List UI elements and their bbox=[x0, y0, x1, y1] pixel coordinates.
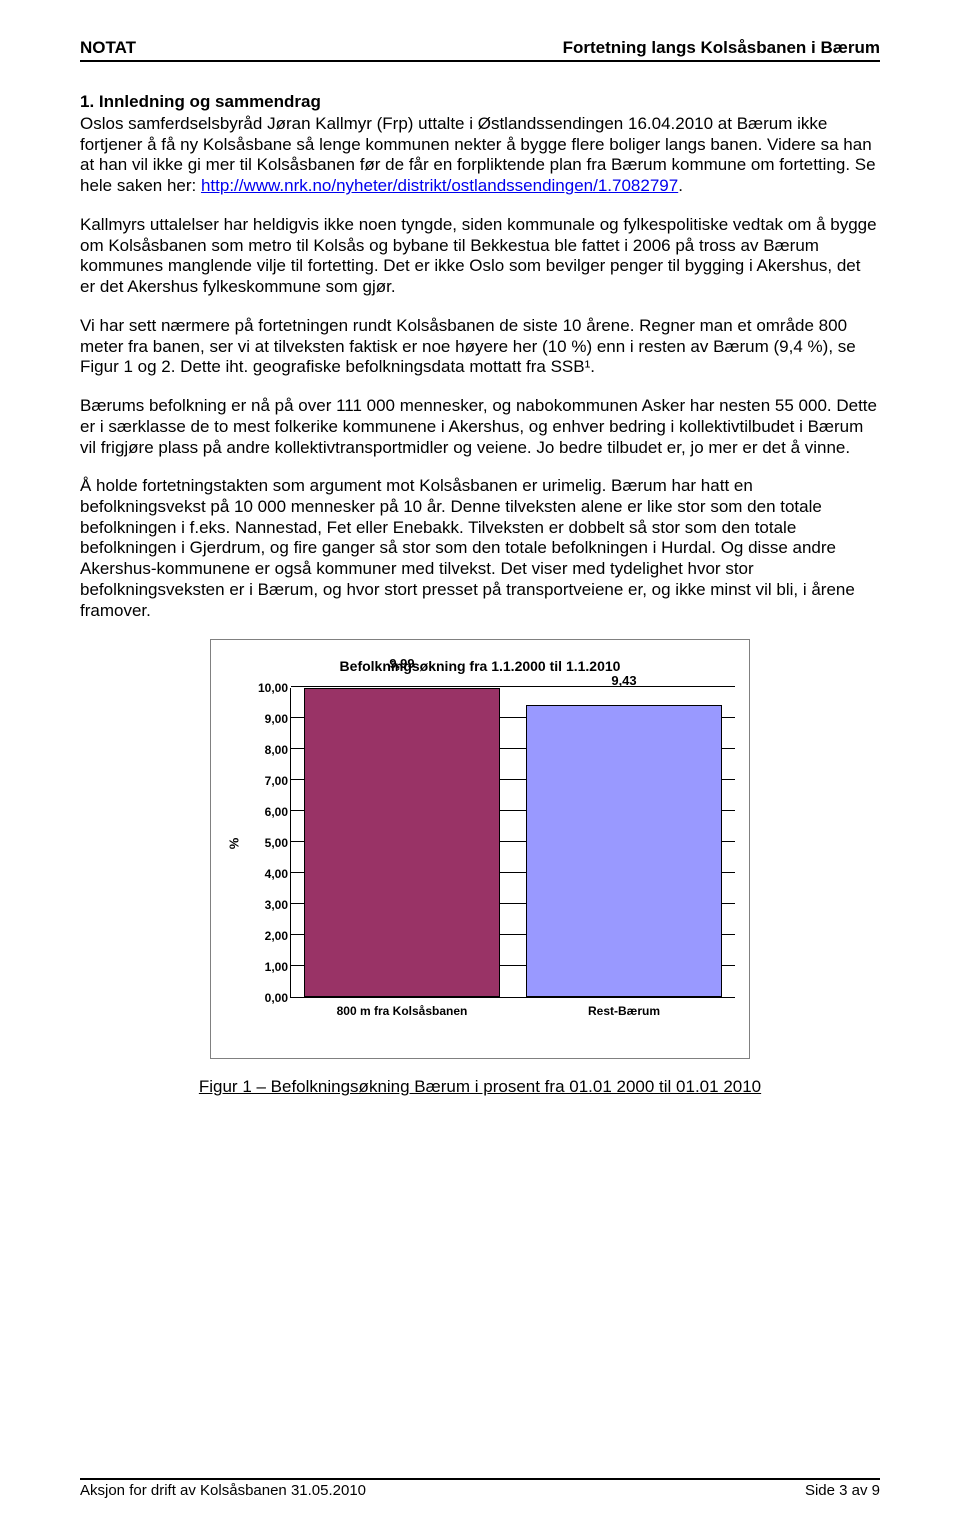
chart-x-axis: 800 m fra KolsåsbanenRest-Bærum bbox=[291, 1004, 735, 1018]
chart-frame: Befolkningsøkning fra 1.1.2000 til 1.1.2… bbox=[210, 639, 750, 1059]
chart-body: % 0,001,002,003,004,005,006,007,008,009,… bbox=[225, 688, 735, 998]
section-title: 1. Innledning og sammendrag bbox=[80, 92, 880, 112]
chart-y-axis-label-text: % bbox=[227, 838, 242, 850]
chart-title: Befolkningsøkning fra 1.1.2000 til 1.1.2… bbox=[225, 658, 735, 674]
chart-bar bbox=[304, 688, 499, 998]
chart-y-tick-label: 3,00 bbox=[265, 898, 288, 912]
chart-plot-area: 9,999,43 bbox=[291, 688, 735, 998]
chart-y-tick-label: 9,00 bbox=[265, 712, 288, 726]
chart-bar-value-label: 9,99 bbox=[389, 656, 414, 671]
source-link[interactable]: http://www.nrk.no/nyheter/distrikt/ostla… bbox=[201, 176, 678, 195]
chart-y-tick-label: 5,00 bbox=[265, 836, 288, 850]
chart-y-tick-label: 4,00 bbox=[265, 867, 288, 881]
header-left: NOTAT bbox=[80, 38, 136, 58]
chart-y-tick-label: 1,00 bbox=[265, 960, 288, 974]
chart-y-axis-label: % bbox=[225, 688, 243, 998]
chart-x-category-label: Rest-Bærum bbox=[513, 1004, 735, 1018]
chart-y-tick-label: 10,00 bbox=[258, 681, 288, 695]
paragraph-3: Vi har sett nærmere på fortetningen rund… bbox=[80, 316, 880, 378]
footer-right: Side 3 av 9 bbox=[805, 1482, 880, 1499]
paragraph-1b: . bbox=[678, 176, 683, 195]
chart-bar-value-label: 9,43 bbox=[611, 673, 636, 688]
paragraph-4: Bærums befolkning er nå på over 111 000 … bbox=[80, 396, 880, 458]
chart-y-ticks: 0,001,002,003,004,005,006,007,008,009,00… bbox=[243, 688, 291, 998]
chart-y-tick-label: 0,00 bbox=[265, 991, 288, 1005]
paragraph-2: Kallmyrs uttalelser har heldigvis ikke n… bbox=[80, 215, 880, 298]
footer-left: Aksjon for drift av Kolsåsbanen 31.05.20… bbox=[80, 1482, 366, 1499]
page-header: NOTAT Fortetning langs Kolsåsbanen i Bær… bbox=[80, 38, 880, 62]
chart-y-tick-label: 7,00 bbox=[265, 774, 288, 788]
chart-wrapper: Befolkningsøkning fra 1.1.2000 til 1.1.2… bbox=[210, 639, 750, 1059]
page-footer: Aksjon for drift av Kolsåsbanen 31.05.20… bbox=[80, 1478, 880, 1499]
paragraph-1: Oslos samferdselsbyråd Jøran Kallmyr (Fr… bbox=[80, 114, 880, 197]
chart-y-tick-label: 6,00 bbox=[265, 805, 288, 819]
chart-y-tick-label: 8,00 bbox=[265, 743, 288, 757]
paragraph-5: Å holde fortetningstakten som argument m… bbox=[80, 476, 880, 621]
header-right: Fortetning langs Kolsåsbanen i Bærum bbox=[563, 38, 880, 58]
figure-caption: Figur 1 – Befolkningsøkning Bærum i pros… bbox=[80, 1077, 880, 1097]
chart-x-category-label: 800 m fra Kolsåsbanen bbox=[291, 1004, 513, 1018]
chart-bar bbox=[526, 705, 721, 997]
chart-y-tick-label: 2,00 bbox=[265, 929, 288, 943]
